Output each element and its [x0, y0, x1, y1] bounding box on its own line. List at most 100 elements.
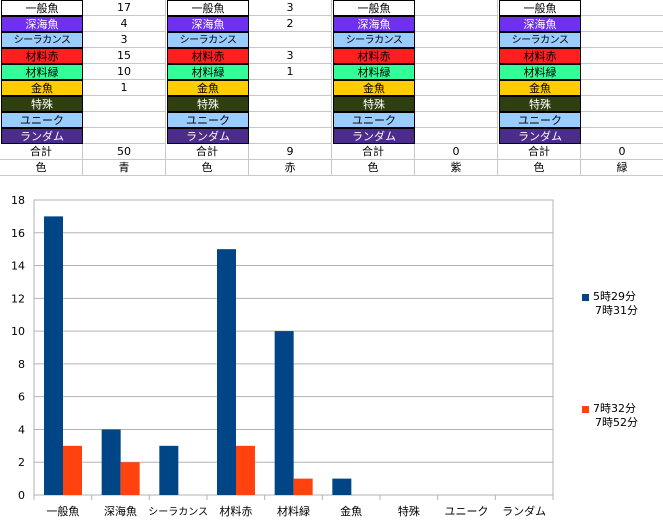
data-table: 一般魚 17 深海魚 4 シーラカンス 3 材料赤 15 材料緑 10 金魚 1 特殊 ユニーク ランダム合… — [0, 0, 663, 192]
table-value-cell — [581, 48, 663, 64]
table-label-cell: ユニーク — [499, 112, 581, 128]
table-total-value: 0 — [415, 144, 498, 160]
table-value-cell: 1 — [249, 64, 332, 80]
table-label-cell: シーラカンス — [1, 32, 83, 48]
bar — [236, 445, 255, 495]
table-color-value: 紫 — [415, 160, 498, 176]
bar — [63, 445, 82, 495]
legend-label: 5時29分 7時31分 — [593, 290, 638, 317]
table-label-cell: 材料赤 — [499, 48, 581, 64]
table-total-label: 合計 — [166, 144, 249, 160]
table-label-cell: シーラカンス — [167, 32, 249, 48]
table-total-value: 9 — [249, 144, 332, 160]
table-label-cell: 材料赤 — [167, 48, 249, 64]
bar — [332, 478, 352, 495]
y-tick-label: 2 — [18, 456, 25, 469]
y-tick-label: 0 — [18, 489, 25, 502]
table-label-cell: 深海魚 — [499, 16, 581, 32]
y-tick-label: 10 — [11, 325, 25, 338]
legend-swatch — [582, 294, 589, 301]
table-label-cell: 特殊 — [167, 96, 249, 112]
table-value-cell — [83, 112, 166, 128]
x-tick-label: ランダム — [502, 504, 546, 518]
table-value-cell: 3 — [83, 32, 166, 48]
x-tick-label: ユニーク — [445, 505, 489, 518]
table-value-cell — [249, 80, 332, 96]
table-label-cell: ランダム — [167, 128, 249, 144]
table-value-cell — [581, 80, 663, 96]
table-value-cell — [83, 128, 166, 144]
table-label-cell: 材料緑 — [1, 64, 83, 80]
bar — [44, 216, 63, 495]
bar — [120, 462, 140, 495]
table-value-cell — [249, 96, 332, 112]
table-value-cell — [581, 16, 663, 32]
table-value-cell: 3 — [249, 0, 332, 16]
table-value-cell — [415, 48, 498, 64]
bar-chart: 0 2 4 6 8 10 12 14 16 18 一般魚 深海魚 シーラカンス 材料赤 材料緑 金魚 特殊 ユニー… — [11, 194, 638, 518]
table-label-cell: 材料緑 — [333, 64, 415, 80]
bar — [159, 445, 179, 495]
table-value-cell: 15 — [83, 48, 166, 64]
table-value-cell: 17 — [83, 0, 166, 16]
y-tick-label: 14 — [11, 260, 25, 273]
x-tick-label: 特殊 — [398, 504, 420, 518]
table-label-cell: ランダム — [1, 128, 83, 144]
table-value-cell — [249, 112, 332, 128]
x-tick-label: 一般魚 — [46, 505, 79, 518]
y-tick-label: 18 — [11, 194, 25, 207]
table-value-cell — [415, 16, 498, 32]
table-label-cell: 特殊 — [1, 96, 83, 112]
x-tick-label: 材料緑 — [277, 504, 310, 518]
y-tick-label: 4 — [18, 423, 25, 436]
y-tick-label: 16 — [11, 227, 25, 240]
y-tick-label: 8 — [18, 358, 25, 371]
table-label-cell: 金魚 — [1, 80, 83, 96]
table-value-cell — [415, 32, 498, 48]
table-value-cell — [581, 0, 663, 16]
table-value-cell — [581, 64, 663, 80]
table-label-cell: 特殊 — [333, 96, 415, 112]
table-total-value: 50 — [83, 144, 166, 160]
table-label-cell: 金魚 — [167, 80, 249, 96]
table-label-cell: 深海魚 — [333, 16, 415, 32]
table-label-cell: 一般魚 — [499, 0, 581, 16]
table-color-value: 緑 — [581, 160, 663, 176]
table-label-cell: 材料赤 — [1, 48, 83, 64]
table-label-cell: シーラカンス — [499, 32, 581, 48]
table-total-label: 合計 — [498, 144, 581, 160]
table-value-cell — [415, 112, 498, 128]
table-label-cell: ユニーク — [167, 112, 249, 128]
table-value-cell — [581, 128, 663, 144]
table-label-cell: 一般魚 — [167, 0, 249, 16]
table-label-cell: 深海魚 — [1, 16, 83, 32]
bar — [293, 478, 313, 495]
table-label-cell: 一般魚 — [333, 0, 415, 16]
table-label-cell: ユニーク — [1, 112, 83, 128]
table-value-cell — [249, 32, 332, 48]
y-tick-label: 12 — [11, 292, 25, 305]
table-label-cell: 深海魚 — [167, 16, 249, 32]
table-label-cell: シーラカンス — [333, 32, 415, 48]
table-value-cell — [415, 128, 498, 144]
legend-label: 7時32分 7時52分 — [593, 402, 638, 429]
table-value-cell — [581, 112, 663, 128]
table-total-label: 合計 — [332, 144, 415, 160]
bar — [274, 331, 294, 495]
table-value-cell — [581, 32, 663, 48]
table-color-value: 青 — [83, 160, 166, 176]
table-total-value: 0 — [581, 144, 663, 160]
table-color-value: 赤 — [249, 160, 332, 176]
table-label-cell: ランダム — [499, 128, 581, 144]
table-total-label: 合計 — [0, 144, 83, 160]
table-label-cell: 金魚 — [333, 80, 415, 96]
table-value-cell — [83, 96, 166, 112]
bar — [101, 429, 121, 495]
table-label-cell: ユニーク — [333, 112, 415, 128]
table-value-cell — [415, 96, 498, 112]
table-value-cell: 1 — [83, 80, 166, 96]
y-tick-label: 6 — [18, 391, 25, 404]
x-tick-label: 深海魚 — [104, 504, 137, 518]
table-label-cell: ランダム — [333, 128, 415, 144]
table-label-cell: 特殊 — [499, 96, 581, 112]
